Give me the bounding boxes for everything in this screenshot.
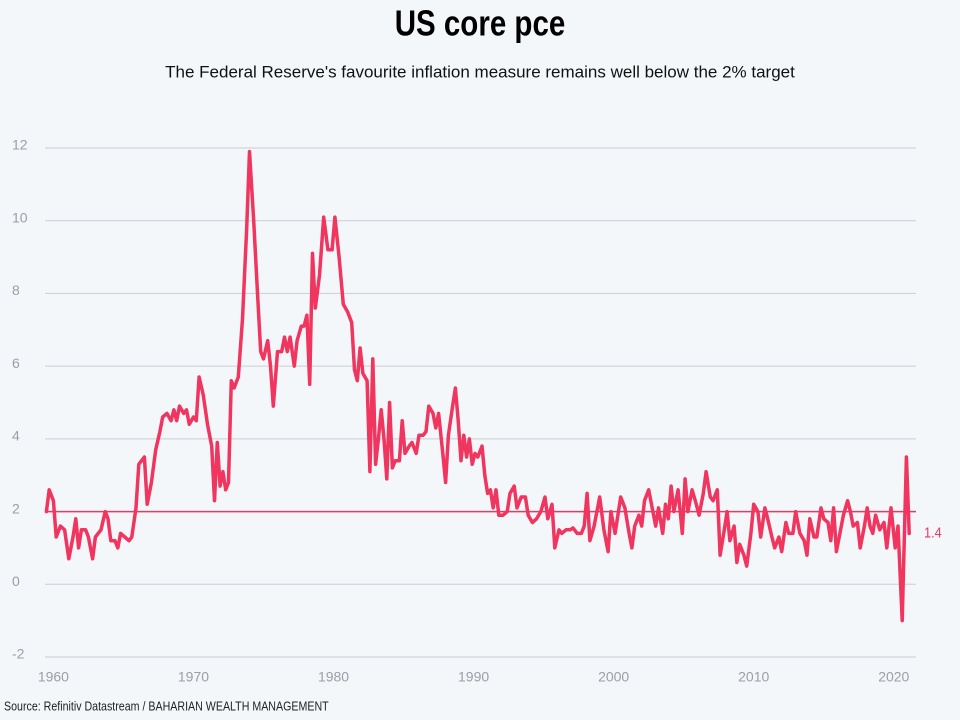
line-series (44, 149, 911, 623)
x-tick-label: 1960 (38, 669, 69, 685)
chart-subtitle: The Federal Reserve's favourite inflatio… (165, 62, 795, 81)
y-tick-label: 10 (12, 209, 28, 225)
x-tick-label: 2020 (878, 669, 909, 685)
x-tick-label: 1980 (318, 669, 349, 685)
plot: 1.4 (44, 149, 942, 623)
y-tick-label: 4 (12, 428, 20, 444)
chart-title: US core pce (395, 3, 566, 43)
x-tick-label: 2010 (738, 669, 769, 685)
grid: -2 0 2 4 6 8 10 12 1960 1970 1980 1990 2000 2010 2020 (12, 137, 916, 685)
x-tick-label: 2000 (598, 669, 629, 685)
x-tick-label: 1970 (178, 669, 209, 685)
y-tick-label: 12 (12, 137, 28, 153)
y-tick-label: 0 (12, 573, 20, 589)
end-value-label: 1.4 (924, 523, 942, 540)
source-note: Source: Refinitiv Datastream / BAHARIAN … (4, 698, 329, 713)
x-tick-label: 1990 (458, 669, 489, 685)
y-tick-label: 8 (12, 282, 20, 298)
y-tick-label: -2 (12, 646, 25, 662)
y-tick-label: 2 (12, 500, 20, 516)
y-tick-label: 6 (12, 355, 20, 371)
